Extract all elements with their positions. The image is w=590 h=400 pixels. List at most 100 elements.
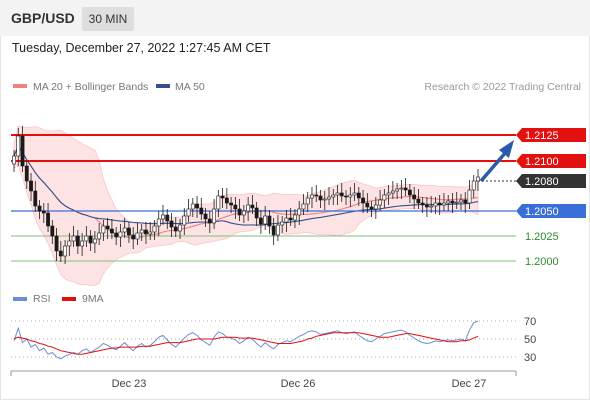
- candle-body: [365, 202, 370, 208]
- candle: [373, 197, 378, 219]
- candle: [12, 150, 16, 172]
- timeframe-badge[interactable]: 30 MIN: [82, 7, 134, 31]
- candle-body: [280, 221, 285, 226]
- candle-body: [152, 225, 157, 233]
- candle-body: [220, 195, 225, 199]
- candle-body: [20, 135, 25, 167]
- candle: [454, 192, 459, 209]
- candle-body: [67, 240, 72, 247]
- candle-body: [356, 192, 361, 199]
- candle-body: [310, 194, 314, 199]
- candle: [165, 209, 170, 229]
- candle-body: [369, 206, 374, 210]
- candle: [80, 233, 85, 256]
- candle-body: [114, 232, 119, 238]
- candle: [16, 128, 21, 166]
- rsi-legend: RSI 9MA: [13, 293, 104, 305]
- candle: [471, 175, 476, 198]
- candle: [263, 206, 268, 230]
- candle-body: [29, 180, 33, 192]
- candle: [46, 203, 50, 232]
- moving-averages-layer: [13, 144, 479, 239]
- candle-body: [139, 229, 144, 234]
- candle: [331, 189, 336, 205]
- candle-body: [190, 203, 195, 210]
- candle-body: [122, 227, 127, 233]
- x-tick-dec23: Dec 23: [112, 378, 147, 390]
- candle: [148, 222, 153, 240]
- candle-body: [382, 194, 387, 201]
- level-label-bg-1-2050: [516, 204, 586, 218]
- level-label-1-2000: 1.2000: [525, 256, 559, 268]
- level-label-1-2100: 1.2100: [525, 156, 559, 168]
- candle-body: [420, 202, 425, 206]
- x-axis: Dec 23 Dec 26 Dec 27: [10, 370, 517, 390]
- candle: [395, 183, 400, 199]
- candle-body: [331, 194, 336, 198]
- candle: [301, 194, 306, 215]
- level-label-bg-1-2125: [516, 128, 586, 142]
- candle: [37, 200, 42, 219]
- candle-body: [54, 235, 59, 252]
- ma50-line: [13, 144, 479, 226]
- candle: [378, 190, 382, 211]
- candle-body: [58, 250, 63, 257]
- rsi-ma-legend-label: 9MA: [82, 293, 104, 305]
- candle: [199, 198, 204, 220]
- candle: [352, 183, 357, 201]
- candle-body: [390, 190, 395, 194]
- candle-body: [246, 204, 251, 212]
- candle: [433, 197, 438, 214]
- candle-body: [135, 232, 140, 240]
- candle-body: [233, 204, 238, 210]
- candle-body: [195, 203, 199, 209]
- candle: [459, 194, 463, 210]
- candle: [229, 197, 234, 213]
- projection-arrow: [479, 140, 514, 183]
- candle: [335, 185, 340, 205]
- candle: [220, 188, 225, 208]
- candle: [169, 213, 174, 237]
- candle-body: [335, 192, 340, 196]
- candle-body: [88, 235, 93, 244]
- candle: [71, 226, 76, 247]
- candle-body: [288, 217, 293, 221]
- x-tick-dec27: Dec 27: [452, 378, 487, 390]
- candle-body: [118, 231, 123, 238]
- ma20-legend-label: MA 20 + Bollinger Bands: [33, 81, 148, 93]
- candle-body: [412, 194, 417, 200]
- candle: [186, 199, 191, 222]
- copyright-label: Research © 2022 Trading Central: [424, 81, 581, 93]
- candle-body: [203, 213, 208, 220]
- candle-body: [182, 215, 187, 226]
- candle-body: [403, 187, 408, 191]
- candle: [288, 208, 293, 226]
- candle-body: [433, 202, 438, 207]
- candle-body: [284, 217, 289, 223]
- candle-body: [437, 202, 442, 206]
- candle: [314, 185, 319, 202]
- candle-body: [161, 214, 165, 220]
- candle-body: [173, 226, 178, 232]
- rsi-panel: 70 50 30: [11, 316, 536, 364]
- candle: [224, 188, 229, 209]
- candle-body: [471, 180, 476, 191]
- candle-body: [156, 218, 161, 227]
- level-labels: 1.2125 1.2100 1.2080 1.2050 1.2025 1.200…: [516, 128, 586, 268]
- candle: [131, 227, 136, 249]
- candle: [84, 226, 89, 247]
- bollinger-bands-layer: [13, 125, 479, 286]
- candle: [390, 181, 395, 199]
- candle: [369, 201, 374, 217]
- candle: [463, 192, 468, 213]
- candle-body: [348, 194, 353, 198]
- candle-body: [24, 165, 29, 182]
- candle-body: [344, 195, 348, 198]
- candle-body: [276, 224, 280, 236]
- candle: [250, 195, 255, 214]
- candle-body: [361, 197, 365, 204]
- candle: [161, 205, 165, 225]
- candle: [399, 180, 404, 199]
- candle-body: [186, 208, 191, 217]
